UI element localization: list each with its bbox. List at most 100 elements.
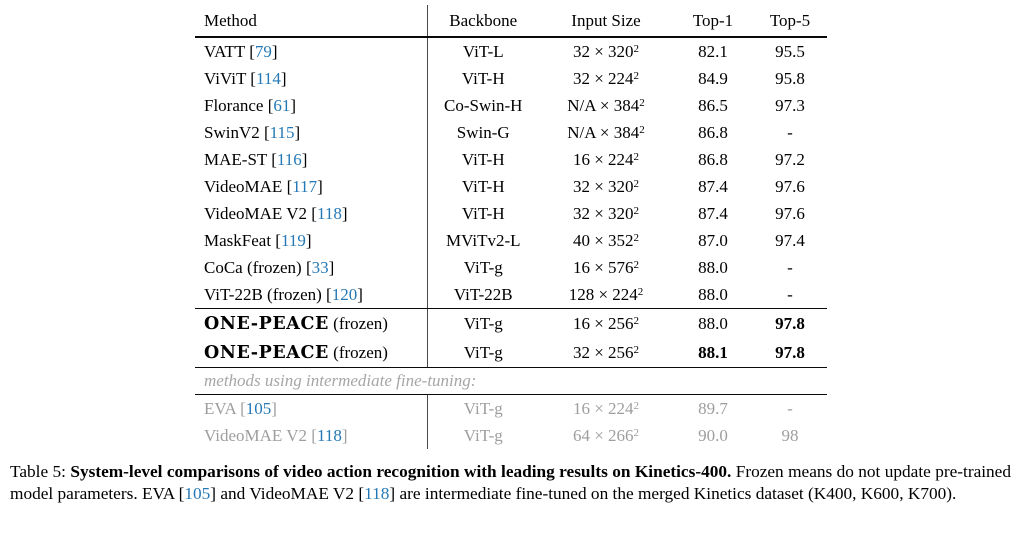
input-size-cell: 16 × 2242 xyxy=(572,398,640,418)
backbone-cell: ViT-H xyxy=(461,203,505,223)
method-cell: ViT-22B (frozen) [120] xyxy=(195,281,428,309)
caption-text: ] and VideoMAE V2 [ xyxy=(210,484,365,504)
input-size-exponent: 2 xyxy=(633,150,640,163)
backbone-cell: ViT-g xyxy=(463,398,503,418)
section-row: methods using intermediate fine-tuning: xyxy=(195,367,827,395)
top1-cell: 90.0 xyxy=(698,425,728,445)
top1-cell: 89.7 xyxy=(698,398,728,418)
method-name: SwinV2 xyxy=(204,122,260,142)
citation-link[interactable]: 105 xyxy=(245,398,272,418)
table-row: CoCa (frozen) [33] ViT-g 16 × 5762 88.0 - xyxy=(195,254,827,281)
top1-cell: 86.8 xyxy=(698,122,728,142)
top5-cell: - xyxy=(787,122,793,142)
top1-cell: 87.4 xyxy=(698,176,728,196)
method-cell: EVA [105] xyxy=(195,394,428,422)
input-size-cell: 16 × 2562 xyxy=(572,313,640,333)
table-body: VATT [79] ViT-L 32 × 3202 82.1 95.5 ViViT [11… xyxy=(195,37,827,449)
caption-text: Frozen means do not update pre-trained m… xyxy=(10,462,1011,504)
citation-link[interactable]: 114 xyxy=(255,68,281,88)
input-size-exponent: 2 xyxy=(633,314,640,327)
method-name: MaskFeat xyxy=(204,230,272,250)
method-name: MAE-ST xyxy=(204,149,267,169)
citation-link[interactable]: 116 xyxy=(276,149,302,169)
input-size-exponent: 2 xyxy=(633,177,640,190)
input-size-exponent: 2 xyxy=(639,123,645,136)
top5-cell: 97.2 xyxy=(775,149,805,169)
method-cell: VideoMAE V2 [118] xyxy=(195,422,428,449)
col-header-backbone: Backbone xyxy=(427,5,539,38)
top5-cell: 97.6 xyxy=(775,176,805,196)
method-name: ViT-22B (frozen) xyxy=(204,284,322,304)
top1-cell: 82.1 xyxy=(698,41,728,61)
input-size-cell: N/A × 3842 xyxy=(567,122,645,142)
method-name: Florance xyxy=(204,95,264,115)
input-size-exponent: 2 xyxy=(637,285,644,298)
col-header-method: Method xyxy=(195,5,428,38)
input-size-cell: 32 × 3202 xyxy=(572,203,640,223)
citation-link[interactable]: 117 xyxy=(292,176,318,196)
input-size-cell: 32 × 2562 xyxy=(539,338,673,368)
top1-cell: 87.4 xyxy=(698,203,728,223)
backbone-cell: ViT-H xyxy=(461,149,505,169)
citation-link[interactable]: 118 xyxy=(364,484,390,504)
input-size-exponent: 2 xyxy=(633,426,640,439)
method-cell: ONE-PEACE (frozen) xyxy=(195,338,428,368)
caption-text: Table 5: xyxy=(10,462,71,481)
table-row: EVA [105] ViT-g 16 × 2242 89.7 - xyxy=(195,394,827,422)
citation-link[interactable]: 120 xyxy=(331,284,358,304)
table-row: VideoMAE V2 [118] ViT-H 32 × 3202 87.4 97.6 xyxy=(195,200,827,227)
top1-cell: 88.0 xyxy=(673,281,753,309)
results-table: Method Backbone Input Size Top-1 Top-5 V… xyxy=(195,5,827,449)
col-header-top1: Top-1 xyxy=(673,5,753,38)
method-cell: MaskFeat [119] xyxy=(195,227,428,254)
method-cell: Florance [61] xyxy=(195,92,428,119)
input-size-cell: 128 × 2242 xyxy=(539,281,673,309)
method-cell: VideoMAE V2 [118] xyxy=(195,200,428,227)
input-size-exponent: 2 xyxy=(633,69,640,82)
table-row: MaskFeat [119] MViTv2-L 40 × 3522 87.0 97.4 xyxy=(195,227,827,254)
citation-link[interactable]: 105 xyxy=(184,484,211,504)
top1-cell: 86.8 xyxy=(698,149,728,169)
top5-cell: - xyxy=(753,281,827,309)
method-name: VideoMAE xyxy=(204,176,283,196)
backbone-cell: ViT-g xyxy=(427,338,539,368)
input-size-cell: 32 × 3202 xyxy=(572,176,640,196)
citation-link[interactable]: 61 xyxy=(273,95,291,115)
table-row: SwinV2 [115] Swin-G N/A × 3842 86.8 - xyxy=(195,119,827,146)
method-cell: CoCa (frozen) [33] xyxy=(195,254,428,281)
citation-link[interactable]: 118 xyxy=(316,203,342,223)
method-name: ONE-PEACE xyxy=(204,342,329,363)
table-row: VideoMAE [117] ViT-H 32 × 3202 87.4 97.6 xyxy=(195,173,827,200)
section-label: methods using intermediate fine-tuning: xyxy=(195,367,827,395)
input-size-cell: 16 × 5762 xyxy=(572,257,640,277)
citation-link[interactable]: 79 xyxy=(254,41,272,61)
top1-cell: 88.0 xyxy=(698,257,728,277)
method-name: CoCa (frozen) xyxy=(204,257,302,277)
input-size-cell: 32 × 3202 xyxy=(572,41,640,61)
top5-cell: 97.8 xyxy=(775,313,805,333)
top5-cell: 97.6 xyxy=(775,203,805,223)
top1-cell: 84.9 xyxy=(698,68,728,88)
citation-link[interactable]: 118 xyxy=(316,425,342,445)
top5-cell: 97.3 xyxy=(775,95,805,115)
table-row: MAE-ST [116] ViT-H 16 × 2242 86.8 97.2 xyxy=(195,146,827,173)
table-row: Florance [61] Co-Swin-H N/A × 3842 86.5 97.3 xyxy=(195,92,827,119)
citation-link[interactable]: 119 xyxy=(280,230,306,250)
backbone-cell: ViT-g xyxy=(463,257,503,277)
backbone-cell: ViT-22B xyxy=(427,281,539,309)
table-header-row: Method Backbone Input Size Top-1 Top-5 xyxy=(195,5,827,38)
top5-cell: 97.8 xyxy=(753,338,827,368)
top1-cell: 87.0 xyxy=(698,230,728,250)
table-row: VideoMAE V2 [118] ViT-g 64 × 2662 90.0 98 xyxy=(195,422,827,449)
backbone-cell: MViTv2-L xyxy=(445,230,521,250)
method-name: VideoMAE V2 xyxy=(204,425,308,445)
citation-link[interactable]: 115 xyxy=(269,122,295,142)
method-cell: ONE-PEACE (frozen) xyxy=(195,308,428,338)
backbone-cell: ViT-g xyxy=(463,313,503,333)
top5-cell: 95.8 xyxy=(775,68,805,88)
table-row: VATT [79] ViT-L 32 × 3202 82.1 95.5 xyxy=(195,37,827,65)
citation-link[interactable]: 33 xyxy=(311,257,329,277)
table-row: ViT-22B (frozen) [120] ViT-22B 128 × 2242 8… xyxy=(195,281,827,309)
top5-cell: 95.5 xyxy=(775,41,805,61)
table-row: ONE-PEACE (frozen) ViT-g 16 × 2562 88.0 97.8 xyxy=(195,308,827,338)
